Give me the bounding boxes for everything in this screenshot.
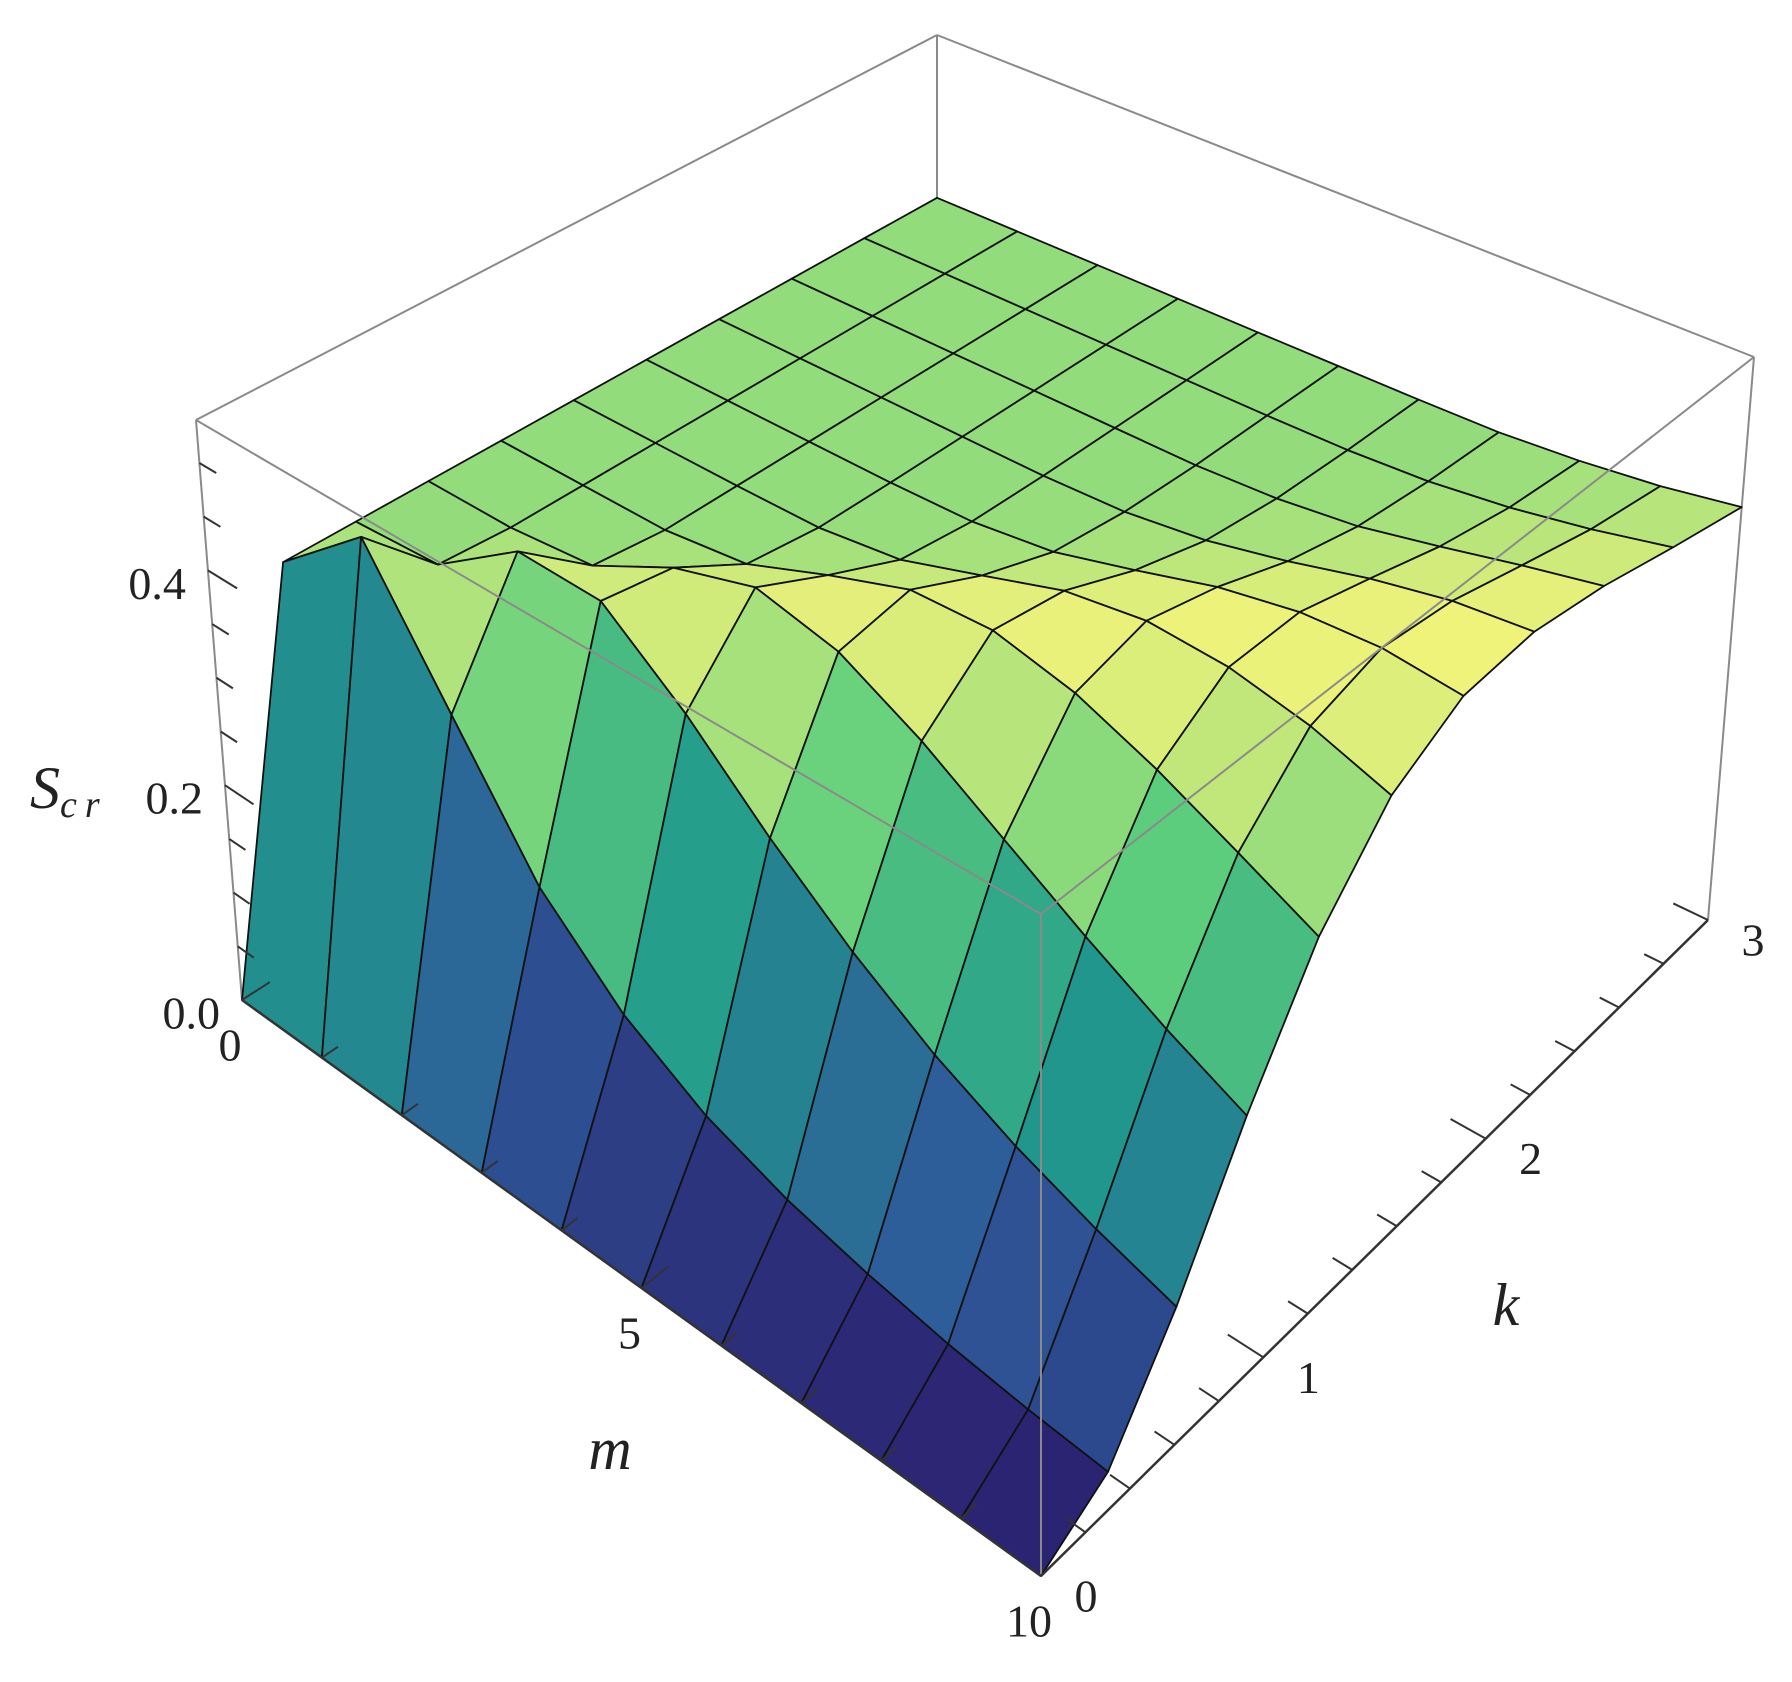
y-minor-tick: [1332, 1257, 1353, 1271]
y-tick-label: 0: [1075, 1571, 1098, 1622]
y-tick: [1004, 1549, 1042, 1577]
x-tick: [241, 981, 271, 1001]
x-minor-tick: [401, 1102, 419, 1117]
z-minor-tick: [232, 891, 251, 905]
y-minor-tick: [1198, 1387, 1220, 1402]
x-minor-tick: [880, 1445, 898, 1462]
z-axis-label: Scr: [30, 755, 108, 826]
x-minor-tick: [321, 1045, 339, 1059]
x-tick-label: 5: [618, 1308, 641, 1359]
x-minor-tick: [800, 1388, 818, 1404]
box-edge: [936, 34, 1755, 358]
x-minor-tick: [960, 1502, 978, 1520]
box-back: [195, 34, 1755, 1001]
x-tick: [640, 1265, 670, 1289]
box-edge: [195, 419, 243, 1001]
x-tick-label: 0: [219, 1020, 242, 1071]
z-minor-tick: [211, 623, 230, 636]
z-tick: [241, 999, 271, 1021]
y-minor-tick: [1599, 996, 1620, 1009]
z-minor-tick: [203, 515, 221, 528]
x-minor-tick: [720, 1331, 738, 1347]
z-tick-label: 0.0: [163, 988, 221, 1039]
box-front: [195, 356, 1755, 1578]
y-tick-label: 1: [1297, 1352, 1320, 1403]
y-tick-label: 2: [1519, 1133, 1542, 1184]
box-edge: [1040, 356, 1755, 915]
y-tick: [1227, 1333, 1264, 1359]
y-minor-tick: [1154, 1430, 1175, 1446]
y-minor-tick: [1643, 953, 1664, 965]
z-axis-label-sub: cr: [60, 784, 108, 826]
z-minor-tick: [215, 676, 234, 690]
z-tick-label: 0.2: [145, 773, 203, 824]
z-minor-tick: [237, 945, 255, 959]
x-minor-tick: [560, 1217, 579, 1232]
y-tick: [1672, 902, 1709, 921]
y-minor-tick: [1287, 1300, 1309, 1315]
x-minor-tick: [481, 1160, 499, 1174]
surface: [241, 196, 1743, 1577]
y-tick-label: 3: [1742, 915, 1765, 966]
box-edge: [195, 34, 938, 421]
y-tick: [1450, 1118, 1487, 1140]
box-edge: [195, 419, 1042, 915]
z-tick: [224, 784, 255, 806]
z-tick-label: 0.4: [128, 558, 186, 609]
y-minor-tick: [1510, 1083, 1531, 1096]
y-axis-line: [1040, 919, 1709, 1577]
x-tick: [1040, 1549, 1069, 1577]
z-minor-tick: [198, 462, 217, 474]
labels: m k Scr 0.0 0.2 0.4 0 5 10 0 1 2 3: [30, 558, 1765, 1647]
y-minor-tick: [1421, 1170, 1442, 1184]
z-minor-tick: [220, 730, 238, 744]
y-minor-tick: [1109, 1474, 1131, 1490]
z-axis-label-main: S: [30, 755, 60, 821]
y-minor-tick: [1376, 1213, 1398, 1227]
x-tick-label: 10: [1006, 1596, 1052, 1647]
x-axis-label: m: [588, 1416, 631, 1482]
z-minor-tick: [228, 838, 247, 851]
y-minor-tick: [1064, 1517, 1087, 1534]
box-edge: [1707, 356, 1755, 921]
z-tick: [207, 569, 238, 590]
y-minor-tick: [1554, 1040, 1576, 1053]
y-axis-label: k: [1493, 1272, 1521, 1338]
